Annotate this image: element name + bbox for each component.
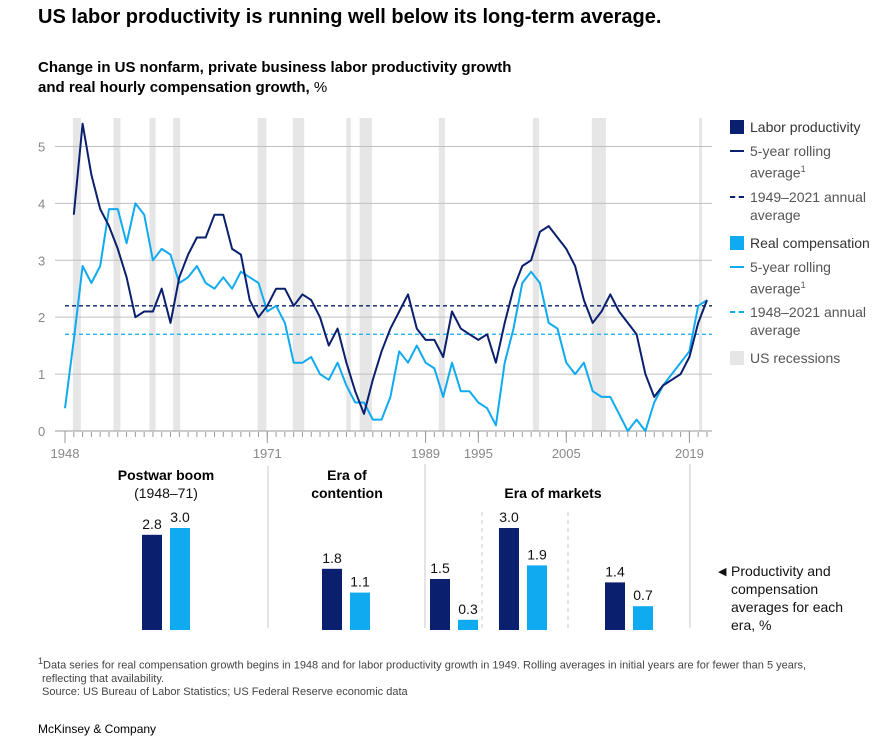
gridlines [55, 145, 712, 432]
y-tick-label: 2 [38, 310, 45, 325]
era-bars: 2.8 3.0 1.8 1.1 1.5 0.3 3.0 1.9 1.4 0.7 [142, 509, 653, 630]
compensation-bar-label: 0.7 [633, 587, 653, 603]
x-tick-label: 1989 [411, 446, 440, 461]
productivity-chart: 0 1 2 3 4 5 1948 1971 1989 1995 2005 2019 Postwar … [38, 118, 712, 630]
compensation-line [64, 202, 708, 432]
brand-logo-text: McKinsey & Company [38, 722, 157, 736]
legend-recessions: US recessions [730, 349, 880, 367]
x-tick-label: 1948 [51, 446, 80, 461]
recession-band [149, 118, 156, 431]
legend-line [730, 150, 744, 152]
compensation-bar [170, 528, 190, 630]
series-lines [64, 122, 708, 432]
x-tick-label: 2005 [552, 446, 581, 461]
era-markets-title: Era of markets [504, 485, 601, 501]
productivity-bar-label: 2.8 [142, 516, 162, 532]
recession-band [532, 118, 540, 431]
legend-dash [730, 195, 744, 198]
productivity-bar [322, 568, 342, 630]
legend-compensation-average: 1948–2021 annual average [730, 303, 880, 339]
era-postwar-years: (1948–71) [134, 485, 198, 501]
era-averages-note-text: Productivity and compensation averages f… [731, 563, 844, 633]
headline: US labor productivity is running well be… [38, 6, 662, 28]
productivity-bar-label: 1.5 [430, 560, 450, 576]
compensation-bar-label: 0.3 [458, 601, 478, 617]
productivity-bar-label: 1.8 [322, 550, 342, 566]
legend-productivity-rolling: 5-year rolling average1 [730, 142, 880, 182]
legend-swatch [730, 235, 744, 250]
x-tick-label: 1995 [464, 446, 493, 461]
legend-swatch [730, 351, 744, 366]
productivity-bar [605, 582, 625, 630]
triangle-left-icon: ◀ [718, 566, 727, 578]
footnote-source: Source: US Bureau of Labor Statistics; U… [42, 685, 408, 698]
compensation-bar [458, 619, 478, 630]
recession-band [72, 118, 81, 431]
era-contention-title-2: contention [311, 485, 383, 501]
recession-band [257, 118, 267, 431]
productivity-bar [430, 579, 450, 630]
x-tick-label: 1971 [253, 446, 282, 461]
legend-dash [730, 311, 744, 314]
recession-band [699, 118, 703, 431]
recession-bands [72, 118, 703, 431]
subtitle-line-2: and real hourly compensation growth, % [38, 79, 328, 96]
recession-band [438, 118, 445, 431]
average-lines [65, 305, 712, 335]
recession-band [359, 118, 372, 431]
legend-productivity-average: 1949–2021 annual average [730, 188, 880, 224]
y-axis-ticks: 0 1 2 3 4 5 [38, 139, 45, 439]
footnote-line-2: reflecting that availability. [42, 672, 165, 685]
era-postwar-title: Postwar boom [118, 467, 214, 483]
compensation-bar-label: 1.1 [350, 574, 370, 590]
y-tick-label: 1 [38, 367, 45, 382]
footnote: 1Data series for real compensation growt… [38, 655, 858, 699]
productivity-bar-label: 1.4 [605, 563, 625, 579]
x-tick-label: 2019 [675, 446, 704, 461]
productivity-bar [499, 528, 519, 630]
compensation-bar-label: 3.0 [170, 509, 190, 525]
y-tick-label: 3 [38, 253, 45, 268]
chart-subtitle: Change in US nonfarm, private business l… [38, 58, 511, 98]
productivity-bar [142, 534, 162, 630]
legend-swatch [730, 120, 744, 134]
x-axis: 1948 1971 1989 1995 2005 2019 [51, 431, 708, 461]
era-contention-title-1: Era of [327, 467, 367, 483]
legend-line [730, 265, 744, 268]
era-averages-note: ◀ Productivity and compensation averages… [718, 562, 858, 634]
recession-band [346, 118, 351, 431]
footnote-line-1: 1Data series for real compensation growt… [38, 656, 807, 672]
productivity-bar-label: 3.0 [499, 509, 519, 525]
y-tick-label: 5 [38, 139, 45, 154]
productivity-line [72, 122, 708, 415]
legend-labor-productivity: Labor productivity [730, 118, 880, 136]
recession-band [292, 118, 305, 431]
recession-band [591, 118, 606, 431]
era-panels: Postwar boom (1948–71) Era of contention… [118, 464, 691, 628]
compensation-bar [633, 606, 653, 630]
subtitle-line-1: Change in US nonfarm, private business l… [38, 59, 512, 76]
y-tick-label: 0 [38, 424, 45, 439]
legend: Labor productivity 5-year rolling averag… [730, 118, 880, 367]
y-tick-label: 4 [38, 196, 45, 211]
compensation-bar-label: 1.9 [527, 546, 547, 562]
compensation-bar [350, 592, 370, 630]
legend-real-compensation: Real compensation [730, 234, 880, 252]
legend-compensation-rolling: 5-year rolling average1 [730, 258, 880, 298]
compensation-bar [527, 565, 547, 630]
subtitle-unit: % [313, 79, 328, 96]
recession-band [113, 118, 121, 431]
